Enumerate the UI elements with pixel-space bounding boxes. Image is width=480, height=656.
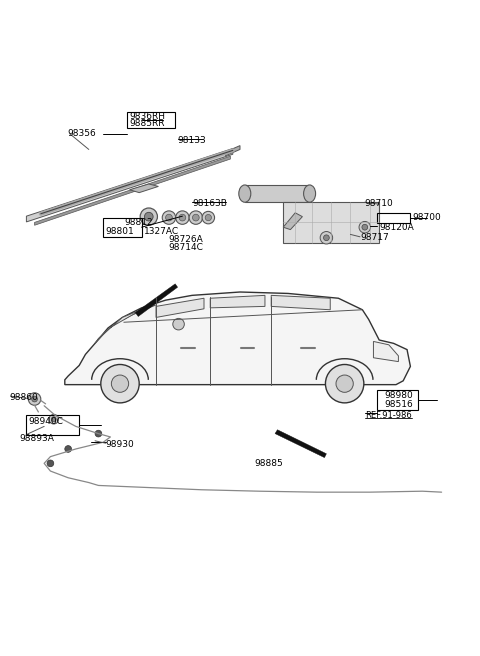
Text: 98356: 98356 xyxy=(67,129,96,138)
Text: 98700: 98700 xyxy=(413,213,442,222)
Text: 98516: 98516 xyxy=(384,400,413,409)
Circle shape xyxy=(202,211,215,224)
Bar xyxy=(26,415,79,434)
Text: 1327AC: 1327AC xyxy=(144,228,179,237)
Polygon shape xyxy=(373,341,398,361)
Circle shape xyxy=(28,393,41,405)
Text: 9836RH: 9836RH xyxy=(130,112,166,121)
Text: 98726A: 98726A xyxy=(168,235,203,243)
Polygon shape xyxy=(283,202,379,243)
Circle shape xyxy=(32,396,37,402)
Bar xyxy=(377,390,418,409)
Polygon shape xyxy=(35,156,230,225)
Circle shape xyxy=(95,430,102,437)
Ellipse shape xyxy=(304,185,316,202)
Polygon shape xyxy=(283,213,302,230)
Circle shape xyxy=(336,375,353,392)
Text: 9885RR: 9885RR xyxy=(130,119,165,129)
Text: 98801: 98801 xyxy=(106,228,134,237)
Polygon shape xyxy=(226,146,240,155)
Circle shape xyxy=(65,445,72,453)
Circle shape xyxy=(189,211,203,224)
Circle shape xyxy=(324,235,329,241)
Polygon shape xyxy=(271,295,330,310)
Circle shape xyxy=(359,222,371,233)
Text: 98980: 98980 xyxy=(384,391,413,400)
Polygon shape xyxy=(95,309,143,343)
Circle shape xyxy=(176,211,189,224)
Bar xyxy=(127,112,175,129)
Circle shape xyxy=(179,215,186,221)
Text: 98714C: 98714C xyxy=(168,243,203,252)
Circle shape xyxy=(144,213,153,221)
Ellipse shape xyxy=(239,185,251,202)
Text: 98717: 98717 xyxy=(360,234,389,242)
Text: 98812: 98812 xyxy=(125,218,154,227)
Bar xyxy=(103,218,142,237)
Polygon shape xyxy=(135,284,178,316)
Text: 98940C: 98940C xyxy=(29,417,64,426)
Circle shape xyxy=(166,215,172,221)
Circle shape xyxy=(101,365,139,403)
Circle shape xyxy=(140,208,157,225)
Circle shape xyxy=(362,224,368,230)
Polygon shape xyxy=(210,295,265,308)
Circle shape xyxy=(47,460,54,466)
Circle shape xyxy=(320,232,333,244)
Text: 98120A: 98120A xyxy=(379,222,414,232)
Text: 98893A: 98893A xyxy=(19,434,54,443)
Text: 98133: 98133 xyxy=(178,136,206,145)
Polygon shape xyxy=(275,430,326,458)
Text: 98710: 98710 xyxy=(365,199,394,208)
Text: 98930: 98930 xyxy=(106,440,134,449)
Text: 98860: 98860 xyxy=(10,393,38,402)
Circle shape xyxy=(49,415,59,424)
Text: REF.91-986: REF.91-986 xyxy=(365,411,411,420)
Polygon shape xyxy=(245,185,310,202)
Polygon shape xyxy=(65,292,410,384)
Text: 98885: 98885 xyxy=(254,459,283,468)
Circle shape xyxy=(162,211,176,224)
Circle shape xyxy=(192,215,199,221)
Circle shape xyxy=(51,417,56,422)
Circle shape xyxy=(205,215,211,220)
Polygon shape xyxy=(130,184,158,193)
Bar xyxy=(377,213,410,223)
Polygon shape xyxy=(124,305,156,319)
Text: 98163B: 98163B xyxy=(192,199,227,208)
Polygon shape xyxy=(156,298,204,318)
Polygon shape xyxy=(26,148,233,222)
Circle shape xyxy=(325,365,364,403)
Circle shape xyxy=(111,375,129,392)
Circle shape xyxy=(173,318,184,330)
